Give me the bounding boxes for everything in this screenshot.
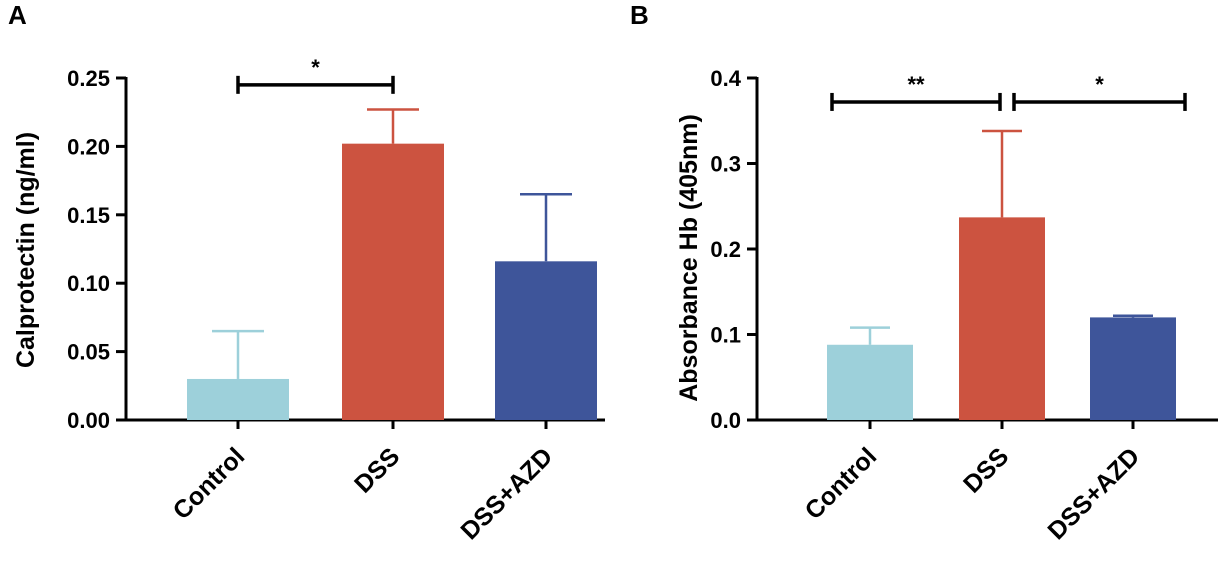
panel-a-y-tick-label: 0.00	[67, 408, 110, 433]
panel-b-y-tick-label: 0.4	[710, 66, 741, 91]
panel-b-bar	[1090, 317, 1176, 420]
panel-b-category-label: Control	[800, 442, 883, 525]
panel-a: A Calprotectin (ng/ml) 0.00 0.05 0.10 0.15 0.…	[8, 0, 605, 545]
panel-b-y-tick-label: 0.1	[710, 323, 741, 348]
panel-b-bar	[959, 217, 1045, 420]
panel-b-y-tick-label: 0.2	[710, 237, 741, 262]
panel-b-category-label: DSS	[958, 442, 1014, 498]
panel-a-category-label: DSS	[349, 442, 405, 498]
panel-b-label: B	[630, 0, 649, 30]
panel-a-bar	[342, 143, 444, 420]
panel-a-y-tick-label: 0.05	[67, 340, 110, 365]
panel-a-bar	[187, 378, 289, 420]
panel-b-y-axis-title: Absorbance Hb (405nm)	[675, 114, 703, 402]
panel-a-label: A	[8, 0, 27, 30]
panel-b-significance-label: **	[907, 72, 925, 97]
panel-a-significance-label: *	[311, 55, 320, 80]
panel-b-y-tick-label: 0.3	[710, 152, 741, 177]
panel-b-significance-label: *	[1095, 72, 1104, 97]
panel-a-y-tick-label: 0.25	[67, 66, 110, 91]
panel-a-y-tick-label: 0.10	[67, 271, 110, 296]
panel-b: B Absorbance Hb (405nm) 0.0 0.1 0.2 0.3 0.4 Co…	[630, 0, 1218, 545]
panel-a-category-label: Control	[168, 442, 251, 525]
panel-b-y-tick-label: 0.0	[710, 408, 741, 433]
panel-b-category-label: DSS+AZD	[1042, 442, 1145, 545]
panel-a-y-tick-label: 0.20	[67, 134, 110, 159]
panel-a-category-label: DSS+AZD	[455, 442, 558, 545]
panel-b-bar	[827, 344, 913, 420]
panel-a-bar	[495, 261, 597, 420]
panel-a-y-tick-label: 0.15	[67, 203, 110, 228]
panel-a-y-axis-title: Calprotectin (ng/ml)	[12, 132, 40, 368]
